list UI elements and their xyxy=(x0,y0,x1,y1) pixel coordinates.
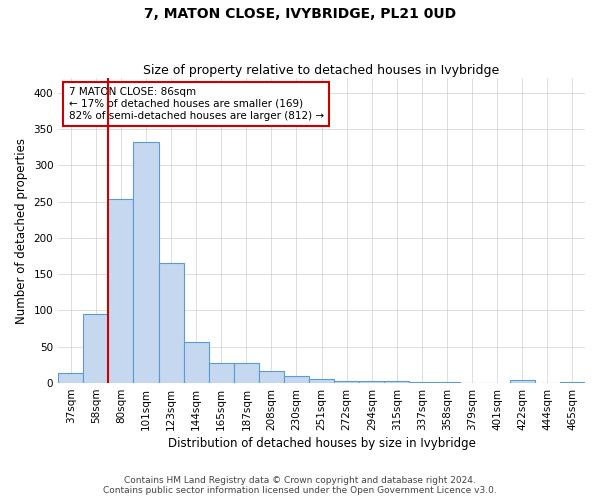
Text: 7 MATON CLOSE: 86sqm
← 17% of detached houses are smaller (169)
82% of semi-deta: 7 MATON CLOSE: 86sqm ← 17% of detached h… xyxy=(69,88,324,120)
Bar xyxy=(434,382,460,383)
Bar xyxy=(83,314,109,383)
Bar xyxy=(184,342,209,383)
Bar xyxy=(259,372,284,383)
X-axis label: Distribution of detached houses by size in Ivybridge: Distribution of detached houses by size … xyxy=(167,437,476,450)
Bar xyxy=(409,382,434,383)
Bar xyxy=(359,381,385,383)
Bar xyxy=(158,264,184,383)
Bar xyxy=(560,382,585,383)
Y-axis label: Number of detached properties: Number of detached properties xyxy=(15,138,28,324)
Bar xyxy=(209,362,234,383)
Bar xyxy=(385,381,409,383)
Bar xyxy=(109,200,133,383)
Bar xyxy=(234,362,259,383)
Bar xyxy=(510,380,535,383)
Text: 7, MATON CLOSE, IVYBRIDGE, PL21 0UD: 7, MATON CLOSE, IVYBRIDGE, PL21 0UD xyxy=(144,8,456,22)
Bar xyxy=(58,373,83,383)
Bar xyxy=(284,376,309,383)
Bar xyxy=(133,142,158,383)
Bar xyxy=(334,381,359,383)
Bar xyxy=(309,380,334,383)
Text: Contains HM Land Registry data © Crown copyright and database right 2024.
Contai: Contains HM Land Registry data © Crown c… xyxy=(103,476,497,495)
Title: Size of property relative to detached houses in Ivybridge: Size of property relative to detached ho… xyxy=(143,64,500,77)
